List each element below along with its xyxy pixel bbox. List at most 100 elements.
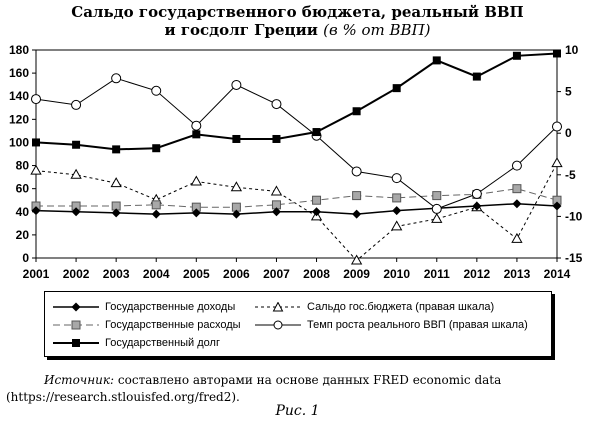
series-3-point bbox=[432, 56, 441, 65]
chart-title-line-2: и госдолг Греции (в % от ВВП) bbox=[0, 22, 595, 39]
series-3-point bbox=[553, 49, 561, 58]
series-5-point bbox=[231, 79, 242, 90]
legend-label: Сальдо гос.бюджета (правая шкала) bbox=[307, 301, 495, 313]
legend: Государственные доходы Сальдо гос.бюджет… bbox=[44, 291, 552, 357]
right-axis-tick-label: 5 bbox=[565, 85, 572, 99]
left-axis-tick-label: 160 bbox=[9, 66, 29, 80]
series-5-point bbox=[351, 166, 362, 177]
series-5-point bbox=[391, 173, 402, 184]
x-axis-tick-label: 2005 bbox=[183, 267, 210, 281]
legend-item-expenditure: Государственные расходы bbox=[53, 317, 241, 333]
series-5-point bbox=[471, 188, 482, 199]
series-2-point bbox=[392, 193, 402, 203]
left-axis-tick-label: 120 bbox=[9, 112, 29, 126]
legend-item-balance: Сальдо гос.бюджета (правая шкала) bbox=[255, 299, 494, 315]
series-3-point bbox=[192, 130, 201, 139]
series-5-point bbox=[191, 120, 202, 131]
plot-frame bbox=[35, 49, 558, 259]
series-2-point bbox=[512, 184, 522, 194]
right-axis-tick-label: -10 bbox=[565, 209, 583, 223]
x-axis-tick-label: 2008 bbox=[303, 267, 330, 281]
x-axis-tick-label: 2012 bbox=[463, 267, 490, 281]
series-3-point bbox=[472, 72, 481, 81]
series-1-point bbox=[352, 209, 362, 219]
series-3-point bbox=[272, 134, 281, 143]
right-axis-tick-label: 0 bbox=[565, 126, 572, 140]
series-1-point bbox=[472, 201, 482, 211]
figure-caption: Рис. 1 bbox=[275, 403, 320, 419]
series-5-point bbox=[151, 85, 162, 96]
legend-item-debt: Государственный долг bbox=[53, 335, 220, 351]
legend-gdp-marker bbox=[255, 320, 301, 330]
series-3-point bbox=[352, 107, 361, 116]
right-axis-tick-label: -5 bbox=[565, 168, 576, 182]
series-1-point bbox=[312, 207, 322, 217]
series-1-point bbox=[111, 208, 121, 218]
left-axis-tick-label: 60 bbox=[16, 182, 30, 196]
series-2-point bbox=[312, 195, 322, 205]
series-line-2 bbox=[36, 188, 558, 208]
series-5-point bbox=[71, 99, 82, 110]
series-1-point bbox=[552, 201, 562, 211]
series-1-point bbox=[392, 206, 402, 216]
source-note: Источник: составлено авторами на основе … bbox=[6, 372, 591, 406]
left-axis-tick-label: 180 bbox=[9, 43, 29, 57]
legend-expenditure-marker bbox=[53, 320, 99, 330]
series-3-point bbox=[32, 138, 40, 147]
left-axis-tick-label: 140 bbox=[9, 89, 29, 103]
x-axis-tick-label: 2014 bbox=[544, 267, 571, 281]
series-5-point bbox=[431, 203, 442, 214]
source-text: составлено авторами на основе данных FRE… bbox=[6, 373, 502, 404]
chart-title-line-2-text: и госдолг Греции bbox=[164, 21, 324, 39]
x-axis-tick-label: 2004 bbox=[143, 267, 170, 281]
source-label: Источник: bbox=[44, 373, 115, 387]
series-5-point bbox=[111, 73, 122, 84]
series-4-point bbox=[511, 232, 523, 243]
legend-item-revenue: Государственные доходы bbox=[53, 299, 235, 315]
chart-title-line-1: Сальдо государственного бюджета, реальны… bbox=[71, 3, 524, 21]
left-axis-tick-label: 40 bbox=[16, 205, 30, 219]
series-4-point bbox=[350, 254, 363, 265]
left-axis-tick-label: 20 bbox=[16, 228, 30, 242]
x-axis-tick-label: 2010 bbox=[383, 267, 410, 281]
series-1-point bbox=[271, 207, 281, 217]
legend-label: Темп роста реального ВВП (правая шкала) bbox=[307, 319, 528, 331]
series-3-point bbox=[152, 144, 161, 153]
series-2-point bbox=[432, 191, 442, 201]
series-1-point bbox=[71, 207, 81, 217]
series-4-point bbox=[70, 168, 82, 179]
x-axis-tick-label: 2007 bbox=[263, 267, 290, 281]
right-axis-tick-label: 10 bbox=[565, 43, 579, 57]
series-5-point bbox=[271, 99, 282, 110]
series-1-point bbox=[31, 206, 41, 216]
x-axis-tick-label: 2013 bbox=[504, 267, 531, 281]
series-1-point bbox=[231, 209, 241, 219]
series-4-point bbox=[270, 185, 283, 196]
x-axis-tick-label: 2002 bbox=[63, 267, 90, 281]
x-axis-tick-label: 2001 bbox=[23, 267, 50, 281]
series-3-point bbox=[312, 128, 321, 137]
left-axis-tick-label: 80 bbox=[16, 159, 30, 173]
legend-item-gdp-growth: Темп роста реального ВВП (правая шкала) bbox=[255, 317, 528, 333]
series-line-3 bbox=[35, 52, 558, 151]
series-5-point bbox=[552, 121, 562, 132]
x-axis-tick-label: 2011 bbox=[424, 267, 450, 281]
series-line-1 bbox=[35, 202, 558, 215]
series-1-point bbox=[512, 199, 522, 209]
series-3-point bbox=[72, 140, 81, 149]
series-4-point bbox=[30, 164, 42, 175]
series-1-point bbox=[191, 208, 201, 218]
series-3-point bbox=[112, 145, 121, 154]
series-4-point bbox=[190, 175, 202, 186]
series-4-point bbox=[431, 212, 443, 223]
series-3-point bbox=[392, 84, 401, 93]
chart: 0 20 40 60 80 100 120 140 160 180 -15 -10 -5 0 5 10 2001… bbox=[9, 43, 583, 281]
series-2-point bbox=[151, 200, 161, 210]
series-5-point bbox=[31, 94, 41, 105]
legend-debt-marker bbox=[53, 339, 99, 347]
legend-label: Государственный долг bbox=[105, 337, 220, 349]
left-axis-tick-label: 100 bbox=[9, 135, 29, 149]
legend-label: Государственные расходы bbox=[105, 319, 241, 331]
right-axis-tick-label: -15 bbox=[565, 251, 583, 265]
series-2-point bbox=[352, 191, 362, 201]
